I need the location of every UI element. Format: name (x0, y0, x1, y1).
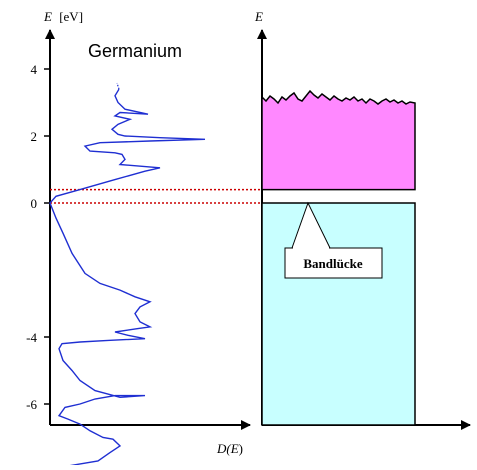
y-axis-label-unit: [eV] (59, 9, 83, 24)
y-tick-label: 0 (31, 196, 38, 211)
y-ticks: 420-4-6-8 (26, 62, 50, 470)
conduction-band (261, 89, 416, 191)
y-tick-label: -4 (26, 330, 37, 345)
x-axis-label-suffix: ) (239, 441, 243, 456)
y-tick-label: 4 (31, 62, 38, 77)
dos-curve (49, 88, 206, 469)
callout-label: Bandlücke (303, 256, 362, 271)
y-axis-label: E [eV] (43, 9, 83, 24)
y-axis-label-var: E (43, 9, 52, 24)
valence-band (261, 202, 416, 426)
x-axis-label-var: E (230, 441, 239, 456)
right-axis-label: E (254, 9, 263, 24)
x-axis-label-prefix: D( (216, 441, 231, 456)
callout-box (284, 247, 383, 279)
dos-curve-tail (116, 82, 120, 90)
y-tick-label: 2 (31, 129, 38, 144)
chart-title: Germanium (88, 41, 182, 61)
x-axis-label: D(E) (216, 441, 243, 456)
y-tick-label: -6 (26, 397, 37, 412)
